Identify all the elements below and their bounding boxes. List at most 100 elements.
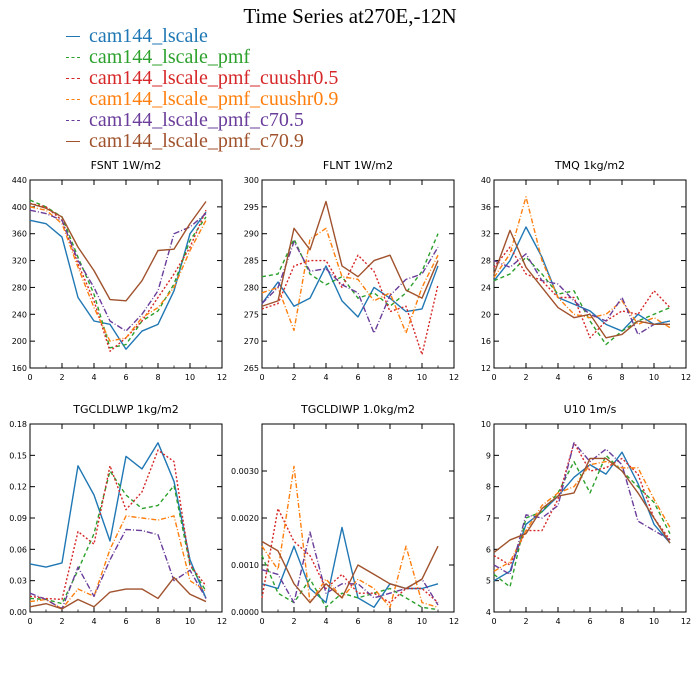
y-tick-label: 0.12: [9, 483, 27, 492]
series-line-5: [493, 442, 671, 576]
y-tick-label: 0.00: [9, 608, 27, 617]
series-line-4: [29, 206, 207, 342]
series-line-3: [493, 442, 671, 566]
series-line-6: [261, 200, 439, 307]
x-tick-label: 6: [587, 373, 592, 382]
series-line-6: [29, 576, 207, 610]
y-tick-label: 285: [244, 257, 259, 266]
y-tick-label: 0.09: [9, 514, 27, 523]
series-line-1: [493, 451, 671, 582]
x-tick-label: 0: [259, 617, 264, 626]
legend-swatch: [66, 78, 80, 79]
y-tick-label: 295: [244, 203, 259, 212]
chart-title: TMQ 1kg/m2: [554, 159, 625, 172]
x-tick-label: 4: [91, 373, 96, 382]
x-tick-label: 4: [323, 617, 328, 626]
chart-panel-flnt: FLNT 1W/m2 0 2 4 6 8 10 12 265 270 275 280 285 290 295…: [244, 159, 459, 382]
series-line-1: [29, 442, 207, 599]
x-tick-label: 4: [323, 373, 328, 382]
y-tick-label: 5: [486, 577, 491, 586]
legend-swatch: [66, 120, 80, 121]
y-tick-label: 8: [486, 483, 491, 492]
x-tick-label: 0: [491, 617, 496, 626]
chart-panel-tgcldiwp: TGCLDIWP 1.0kg/m2 0 2 4 6 8 10 12 0.0000 0.0010 0.…: [231, 403, 459, 626]
x-tick-label: 12: [681, 373, 691, 382]
x-tick-label: 2: [523, 617, 528, 626]
legend-label: cam144_lscale_pmf_cuushr0.9: [89, 88, 339, 110]
y-tick-label: 400: [12, 203, 27, 212]
x-tick-label: 12: [449, 617, 459, 626]
series-line-2: [261, 233, 439, 307]
chart-panel-tgcldlwp: TGCLDLWP 1kg/m2 0 2 4 6 8 10 12 0.00 0.03 0.06 0.09…: [9, 403, 227, 626]
y-tick-label: 440: [12, 176, 27, 185]
x-tick-label: 0: [491, 373, 496, 382]
x-tick-label: 2: [59, 373, 64, 382]
x-tick-label: 10: [649, 617, 659, 626]
legend-label: cam144_lscale_pmf_cuushr0.5: [89, 67, 339, 89]
legend-swatch: [66, 36, 80, 37]
y-tick-label: 360: [12, 230, 27, 239]
series-line-6: [261, 540, 439, 604]
chart-panel-u10: U10 1m/s 0 2 4 6 8 10 12 4 5 6 7 8 9 10: [481, 403, 691, 626]
series-line-5: [261, 531, 439, 606]
x-tick-label: 10: [649, 373, 659, 382]
series-line-3: [29, 202, 207, 352]
y-tick-label: 0.15: [9, 451, 27, 460]
series-line-4: [29, 515, 207, 610]
series-line-4: [493, 196, 671, 329]
x-tick-label: 12: [217, 617, 227, 626]
plot-frame: [29, 179, 223, 369]
x-tick-label: 10: [417, 617, 427, 626]
series-line-2: [29, 470, 207, 605]
series-line-1: [261, 265, 439, 318]
x-tick-label: 0: [259, 373, 264, 382]
legend-swatch: [66, 99, 80, 100]
y-tick-label: 40: [481, 176, 491, 185]
y-tick-label: 320: [12, 257, 27, 266]
y-tick-label: 240: [12, 310, 27, 319]
series-line-6: [29, 201, 207, 302]
y-tick-label: 6: [486, 545, 491, 554]
y-tick-label: 280: [244, 283, 259, 292]
y-tick-label: 28: [481, 257, 491, 266]
y-tick-label: 0.0010: [231, 561, 259, 570]
y-tick-label: 0.0000: [231, 608, 259, 617]
y-tick-label: 4: [486, 608, 491, 617]
x-tick-label: 2: [291, 617, 296, 626]
x-tick-label: 4: [555, 373, 560, 382]
y-tick-label: 265: [244, 364, 259, 373]
x-tick-label: 6: [587, 617, 592, 626]
series-line-3: [493, 246, 671, 339]
series-line-4: [261, 465, 439, 608]
chart-title: TGCLDIWP 1.0kg/m2: [300, 403, 415, 416]
y-tick-label: 275: [244, 310, 259, 319]
x-tick-label: 8: [155, 617, 160, 626]
x-tick-label: 8: [387, 373, 392, 382]
x-tick-label: 10: [185, 617, 195, 626]
x-tick-label: 12: [217, 373, 227, 382]
x-tick-label: 4: [555, 617, 560, 626]
y-tick-label: 160: [12, 364, 27, 373]
chart-title: U10 1m/s: [564, 403, 617, 416]
series-line-6: [493, 229, 670, 339]
y-tick-label: 290: [244, 230, 259, 239]
series-line-5: [493, 253, 670, 336]
figure-title: Time Series at270E,-12N: [243, 4, 457, 28]
y-tick-label: 32: [481, 230, 491, 239]
chart-title: TGCLDLWP 1kg/m2: [72, 403, 178, 416]
series-line-5: [29, 209, 207, 332]
series-line-1: [29, 211, 207, 350]
x-tick-label: 6: [355, 617, 360, 626]
series-line-6: [493, 457, 671, 554]
series-line-3: [261, 254, 439, 356]
plot-frame: [493, 423, 687, 613]
y-tick-label: 10: [481, 420, 491, 429]
x-tick-label: 6: [355, 373, 360, 382]
legend-label: cam144_lscale_pmf_c70.5: [89, 109, 304, 131]
series-line-2: [261, 555, 439, 611]
chart-panel-fsnt: FSNT 1W/m2 0 2 4 6 8 10 12 160 200 240 280 320 360 400…: [12, 159, 227, 382]
legend-label: cam144_lscale: [89, 25, 208, 47]
x-tick-label: 10: [185, 373, 195, 382]
